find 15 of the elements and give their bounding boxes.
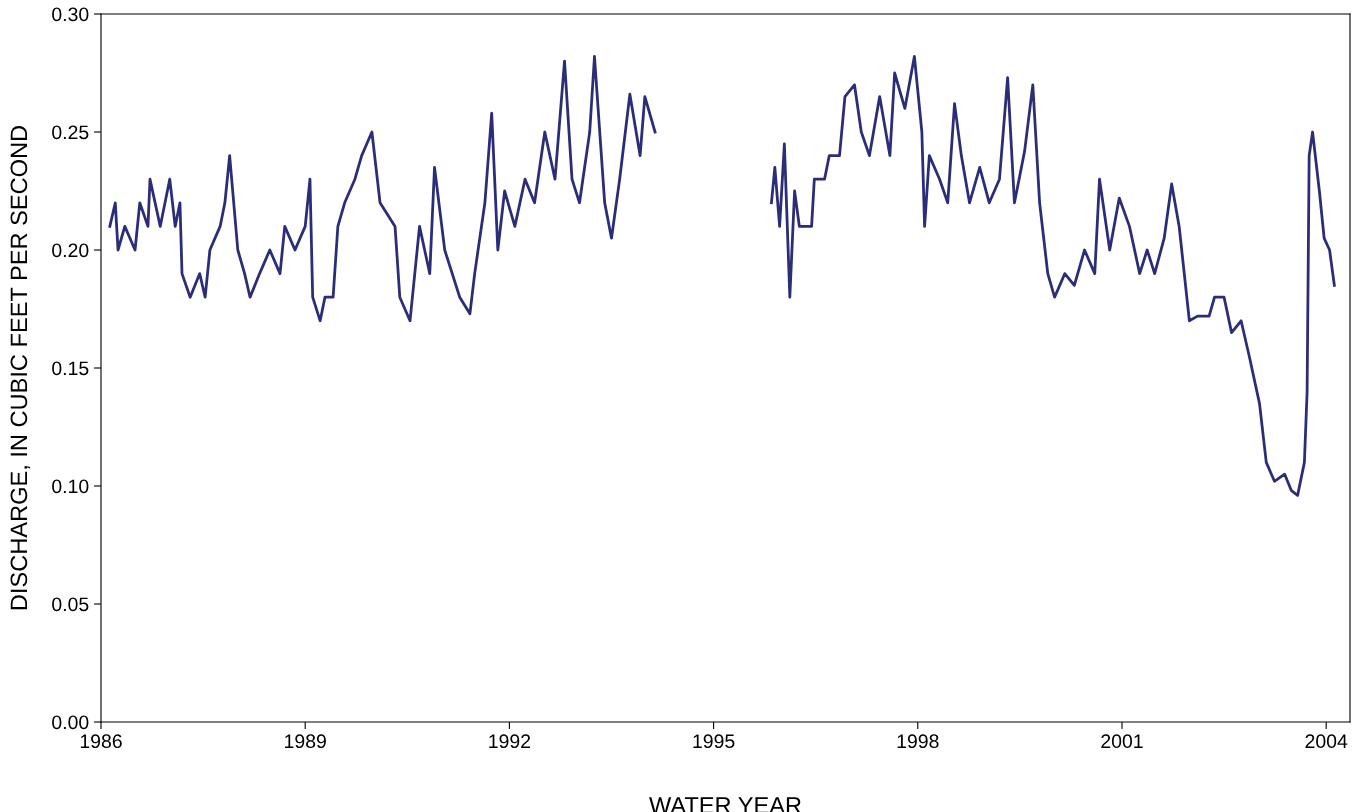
y-tick-label: 0.15 [52, 361, 89, 376]
y-axis-title: DISCHARGE, IN CUBIC FEET PER SECOND [10, 125, 31, 610]
y-tick-label: 0.20 [52, 243, 89, 258]
x-tick-label: 2001 [1101, 734, 1143, 749]
x-tick-label: 1989 [285, 734, 326, 749]
x-tick-label: 1986 [80, 734, 122, 749]
y-tick-label: 0.30 [52, 7, 89, 22]
y-tick-label: 0.10 [52, 479, 89, 494]
y-tick-label: 0.05 [52, 597, 89, 612]
y-tick-label: 0.00 [52, 715, 89, 730]
y-tick-label: 0.25 [52, 125, 89, 140]
x-tick-label: 2004 [1305, 734, 1348, 749]
x-tick-label: 1995 [693, 734, 735, 749]
x-tick-label: 1998 [897, 734, 939, 749]
x-tick-label: 1992 [489, 734, 531, 749]
